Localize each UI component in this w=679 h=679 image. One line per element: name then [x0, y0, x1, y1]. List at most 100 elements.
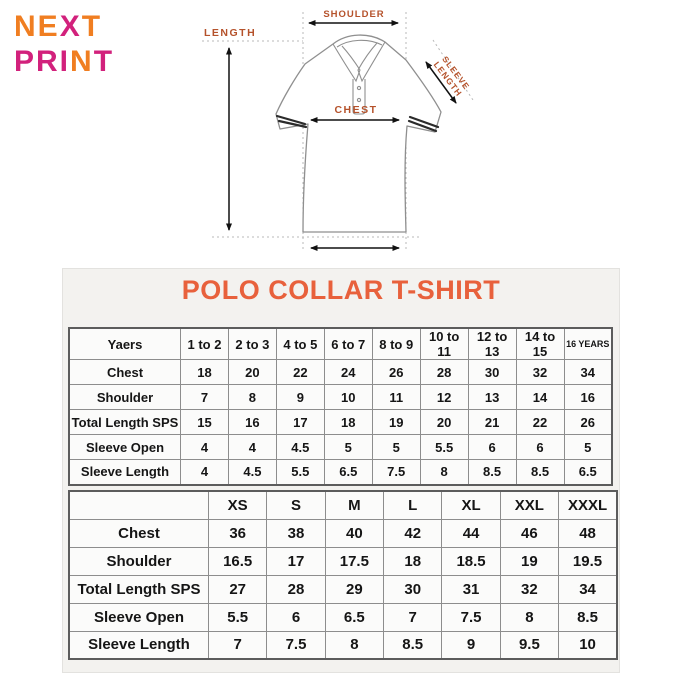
chart-title: POLO COLLAR T-SHIRT: [181, 275, 501, 305]
size-column-header: 4 to 5: [275, 327, 325, 360]
size-value-cell: 5.5: [275, 459, 325, 485]
measurement-label: Sleeve Open: [68, 434, 181, 460]
size-value-cell: 7: [180, 384, 229, 410]
size-value-cell: 30: [467, 359, 517, 385]
size-value-cell: 4: [227, 434, 277, 460]
size-column-header: 12 to 13: [467, 327, 517, 360]
row-label-header: [68, 490, 209, 520]
size-value-cell: 16.5: [207, 546, 268, 576]
size-column-header: 2 to 3: [227, 327, 277, 360]
size-value-cell: 26: [371, 359, 421, 385]
size-value-cell: 6.5: [324, 602, 385, 632]
measurement-label: Chest: [68, 518, 209, 548]
left-cuff-trim: [275, 114, 307, 126]
chest-label: CHEST: [334, 104, 377, 116]
size-value-cell: 18: [323, 409, 373, 435]
size-column-header: 14 to 15: [515, 327, 565, 360]
size-value-cell: 8: [227, 384, 277, 410]
header-row: XS S M L XL XXL XXXL: [68, 490, 618, 520]
size-value-cell: 17: [275, 409, 325, 435]
size-value-cell: 5: [371, 434, 421, 460]
size-column-header: 10 to 11: [419, 327, 469, 360]
size-value-cell: 44: [441, 518, 501, 548]
size-column-header: XS: [207, 490, 268, 520]
length-label: LENGTH: [204, 27, 256, 39]
size-value-cell: 7.5: [441, 602, 501, 632]
size-value-cell: 10: [323, 384, 373, 410]
size-value-cell: 16: [227, 409, 277, 435]
size-row: Shoulder 7 8 9 10 11 12 13 14 16: [68, 384, 613, 410]
size-value-cell: 8: [499, 602, 560, 632]
size-value-cell: 27: [207, 574, 268, 604]
logo-line-print: PRINT: [14, 45, 114, 80]
adult-size-table: XS S M L XL XXL XXXL Chest 36 38 40 42 44 46 48 Shoulde…: [68, 490, 618, 660]
size-value-cell: 4: [180, 434, 229, 460]
size-value-cell: 6.5: [323, 459, 373, 485]
size-value-cell: 8.5: [383, 630, 443, 660]
collar-right-lapel: [357, 41, 386, 83]
size-value-cell: 8: [324, 630, 385, 660]
size-value-cell: 28: [419, 359, 469, 385]
measurement-label: Sleeve Length: [68, 630, 209, 660]
size-value-cell: 19: [371, 409, 421, 435]
size-column-header: XL: [441, 490, 501, 520]
size-row: Total Length SPS 27 28 29 30 31 32 34: [68, 574, 618, 604]
sleeve-length-arrow: [425, 61, 457, 104]
size-value-cell: 5.5: [419, 434, 469, 460]
logo-letter-segment: T: [81, 10, 103, 43]
size-column-header: L: [383, 490, 443, 520]
measurement-label: Shoulder: [68, 546, 209, 576]
size-value-cell: 9: [441, 630, 501, 660]
sleeve-length-label: SLEEVE LENGTH: [432, 54, 472, 98]
size-column-header: XXXL: [558, 490, 618, 520]
size-value-cell: 7: [383, 602, 443, 632]
logo-letter-segment: N: [70, 44, 94, 78]
right-cuff-trim: [408, 115, 440, 129]
size-row: Sleeve Length 4 4.5 5.5 6.5 7.5 8 8.5 8.5 6.5: [68, 459, 613, 485]
size-value-cell: 5: [563, 434, 613, 460]
size-value-cell: 12: [419, 384, 469, 410]
size-value-cell: 18: [383, 546, 443, 576]
size-value-cell: 48: [558, 518, 618, 548]
placket: [352, 79, 366, 115]
size-value-cell: 28: [266, 574, 326, 604]
size-value-cell: 17.5: [324, 546, 385, 576]
logo-letter-segment: NE: [14, 10, 60, 43]
row-label-header: Yaers: [68, 327, 181, 360]
size-value-cell: 34: [563, 359, 613, 385]
size-value-cell: 4.5: [275, 434, 325, 460]
size-value-cell: 34: [558, 574, 618, 604]
size-value-cell: 7.5: [371, 459, 421, 485]
collar-left-lapel: [332, 43, 361, 83]
measurement-label: Chest: [68, 359, 181, 385]
measurement-label: Total Length SPS: [68, 409, 181, 435]
size-value-cell: 30: [383, 574, 443, 604]
size-value-cell: 20: [227, 359, 277, 385]
size-value-cell: 13: [467, 384, 517, 410]
size-value-cell: 38: [266, 518, 326, 548]
size-value-cell: 8: [419, 459, 469, 485]
size-value-cell: 29: [324, 574, 385, 604]
size-value-cell: 16: [563, 384, 613, 410]
button: [356, 97, 362, 103]
size-value-cell: 42: [383, 518, 443, 548]
size-value-cell: 9: [275, 384, 325, 410]
logo-line-next: NEXT: [14, 10, 114, 45]
size-row: Shoulder 16.5 17 17.5 18 18.5 19 19.5: [68, 546, 618, 576]
size-column-header: 6 to 7: [323, 327, 373, 360]
logo-letter-segment: PRI: [14, 44, 71, 78]
size-row: Sleeve Open 4 4 4.5 5 5 5.5 6 6 5: [68, 434, 613, 460]
size-value-cell: 18.5: [441, 546, 501, 576]
size-value-cell: 9.5: [499, 630, 560, 660]
size-value-cell: 18: [180, 359, 229, 385]
size-row: Chest 36 38 40 42 44 46 48: [68, 518, 618, 548]
size-value-cell: 8.5: [515, 459, 565, 485]
size-value-cell: 40: [324, 518, 385, 548]
size-column-header: S: [266, 490, 326, 520]
size-value-cell: 11: [371, 384, 421, 410]
size-value-cell: 17: [266, 546, 326, 576]
size-value-cell: 10: [558, 630, 618, 660]
size-column-header: 16 YEARS: [563, 327, 613, 360]
